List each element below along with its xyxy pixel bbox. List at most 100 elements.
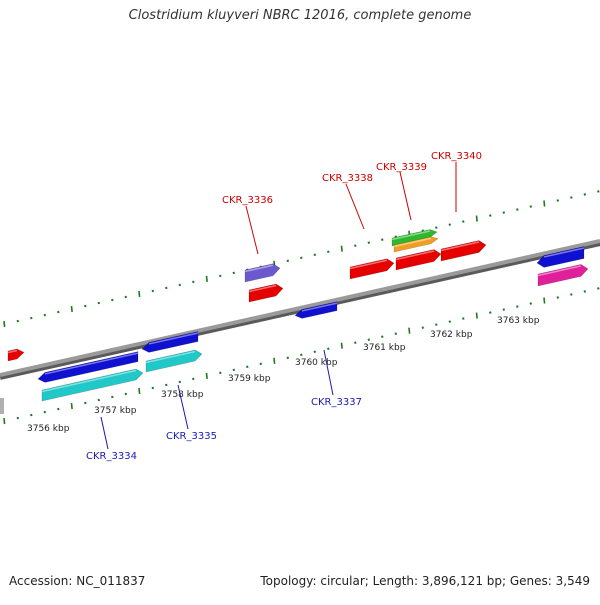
tick-track-outer-mark	[502, 211, 506, 214]
gene-arrow-red-left[interactable]	[7, 348, 25, 362]
tick-track-outer-mark	[124, 295, 128, 299]
gene-features	[7, 229, 589, 402]
leader-line	[245, 205, 259, 255]
gene-labels: CKR_3336 CKR_3338 CKR_3339 CKR_3340 CKR_…	[86, 151, 482, 462]
gene-arrow-purple-highlight	[244, 264, 274, 273]
tick-track-inner-mark	[313, 350, 317, 354]
tick-track-outer-mark	[165, 286, 168, 290]
tick-track-inner-mark	[435, 323, 438, 326]
tick-track-outer-mark	[70, 305, 73, 313]
gene-arrow-ckr-3336[interactable]	[248, 283, 284, 303]
gene-arrow-ckr-3337-shape[interactable]	[294, 301, 338, 319]
gene-arrow-blue-right-shape[interactable]	[536, 246, 585, 268]
tick-track-outer-mark	[16, 319, 20, 323]
tick-track-inner-mark	[597, 287, 600, 290]
tick-track-inner-mark	[462, 317, 465, 320]
tick-track-outer-mark	[84, 304, 87, 308]
tick-track-outer-mark	[340, 245, 343, 252]
tick-track-inner-mark	[246, 365, 249, 369]
gene-label-ckr-3334[interactable]: CKR_3334	[86, 451, 137, 462]
gene-arrow-blue-right-highlight	[543, 247, 585, 258]
tick-track-outer-mark	[192, 280, 195, 284]
tick-track-inner-mark	[97, 398, 101, 402]
gene-arrow-green-shape[interactable]	[391, 229, 438, 247]
scale-label: 3760 kbp	[295, 358, 338, 368]
tick-track-inner-mark	[421, 326, 425, 329]
tick-track-outer-mark	[111, 298, 114, 302]
gene-arrow-purple-shape[interactable]	[244, 263, 281, 283]
tick-track-outer-mark	[516, 208, 519, 211]
gene-arrow-orange-shape[interactable]	[393, 236, 439, 253]
gene-arrow-ckr-3334-shape[interactable]	[37, 351, 139, 383]
tick-track-outer-mark	[529, 205, 533, 208]
tick-track-inner-mark	[84, 401, 87, 405]
leader-line	[323, 349, 334, 396]
gene-label-ckr-3335[interactable]: CKR_3335	[166, 431, 217, 442]
gene-arrow-orange[interactable]	[393, 236, 439, 253]
gene-arrow-ckr-3338[interactable]	[349, 258, 395, 280]
gene-arrow-ckr-3334-highlight	[44, 352, 139, 375]
gene-arrow-ckr-3335[interactable]	[141, 331, 199, 353]
gene-label-ckr-3338[interactable]: CKR_3338	[322, 173, 373, 184]
tick-track-inner-mark	[178, 380, 182, 384]
gene-label-ckr-3336[interactable]: CKR_3336	[222, 195, 273, 206]
gene-arrow-green[interactable]	[391, 229, 438, 247]
tick-track-outer-mark	[556, 199, 560, 202]
leader-line	[177, 384, 189, 430]
tick-track-outer-mark	[583, 193, 587, 196]
scale-label: 3759 kbp	[228, 374, 271, 384]
gene-arrow-purple[interactable]	[244, 263, 281, 283]
tick-track-outer-mark	[219, 274, 222, 278]
backbone-edge-mark	[0, 398, 4, 414]
tick-track-outer-mark	[30, 316, 33, 320]
gene-arrow-cyan-2-shape[interactable]	[145, 349, 203, 373]
tick-track-outer-mark	[97, 301, 101, 305]
gene-arrow-pink[interactable]	[537, 264, 589, 287]
tick-track-outer-mark	[313, 253, 317, 257]
gene-arrow-ckr-3335-shape[interactable]	[141, 331, 199, 353]
tick-track-outer-mark	[3, 321, 6, 328]
tick-track-inner-mark	[219, 371, 222, 375]
gene-arrow-ckr-3340-shape[interactable]	[440, 240, 487, 262]
scale-label: 3758 kbp	[161, 390, 204, 400]
gene-label-ckr-3340[interactable]: CKR_3340	[431, 151, 482, 162]
gene-arrow-ckr-3336-shape[interactable]	[248, 283, 284, 303]
gene-arrow-ckr-3335-highlight	[148, 332, 199, 345]
gene-arrow-ckr-3337[interactable]	[294, 301, 338, 319]
tick-track-outer-mark	[178, 283, 182, 287]
scale-label: 3757 kbp	[94, 406, 137, 416]
gene-arrow-cyan-2[interactable]	[145, 349, 203, 373]
gene-arrow-ckr-3339-shape[interactable]	[395, 249, 442, 271]
label-leaders	[100, 162, 457, 450]
tick-track-inner-mark	[300, 353, 303, 357]
tick-track-inner-mark	[448, 320, 452, 323]
tick-track-inner-mark	[192, 377, 195, 381]
gene-arrow-ckr-3337-highlight	[301, 302, 338, 312]
gene-label-ckr-3339[interactable]: CKR_3339	[376, 162, 427, 173]
tick-track-inner-mark	[570, 293, 573, 296]
tick-track-inner-mark	[583, 290, 587, 293]
gene-arrow-ckr-3340[interactable]	[440, 240, 487, 262]
gene-label-ckr-3337[interactable]: CKR_3337	[311, 397, 362, 408]
gene-arrow-cyan-1-shape[interactable]	[41, 368, 144, 402]
tick-tracks	[3, 190, 600, 425]
gene-arrow-red-left-shape[interactable]	[7, 348, 25, 362]
tick-track-inner-mark	[367, 338, 371, 341]
tick-track-inner-mark	[43, 410, 47, 414]
tick-track-inner-mark	[286, 356, 290, 360]
tick-track-outer-mark	[570, 196, 573, 199]
gene-arrow-green-highlight	[391, 230, 431, 241]
tick-track-inner-mark	[556, 296, 560, 299]
gene-arrow-blue-right[interactable]	[536, 246, 585, 268]
gene-arrow-cyan-1[interactable]	[41, 368, 144, 402]
gene-arrow-ckr-3339-highlight	[395, 250, 435, 261]
tick-track-outer-mark	[435, 226, 438, 229]
tick-track-inner-mark	[70, 402, 73, 410]
gene-arrow-pink-shape[interactable]	[537, 264, 589, 287]
scale-label: 3756 kbp	[27, 424, 70, 434]
gene-arrow-ckr-3339[interactable]	[395, 249, 442, 271]
gene-arrow-ckr-3338-shape[interactable]	[349, 258, 395, 280]
gene-arrow-orange-highlight	[393, 237, 432, 248]
gene-arrow-ckr-3334[interactable]	[37, 351, 139, 383]
